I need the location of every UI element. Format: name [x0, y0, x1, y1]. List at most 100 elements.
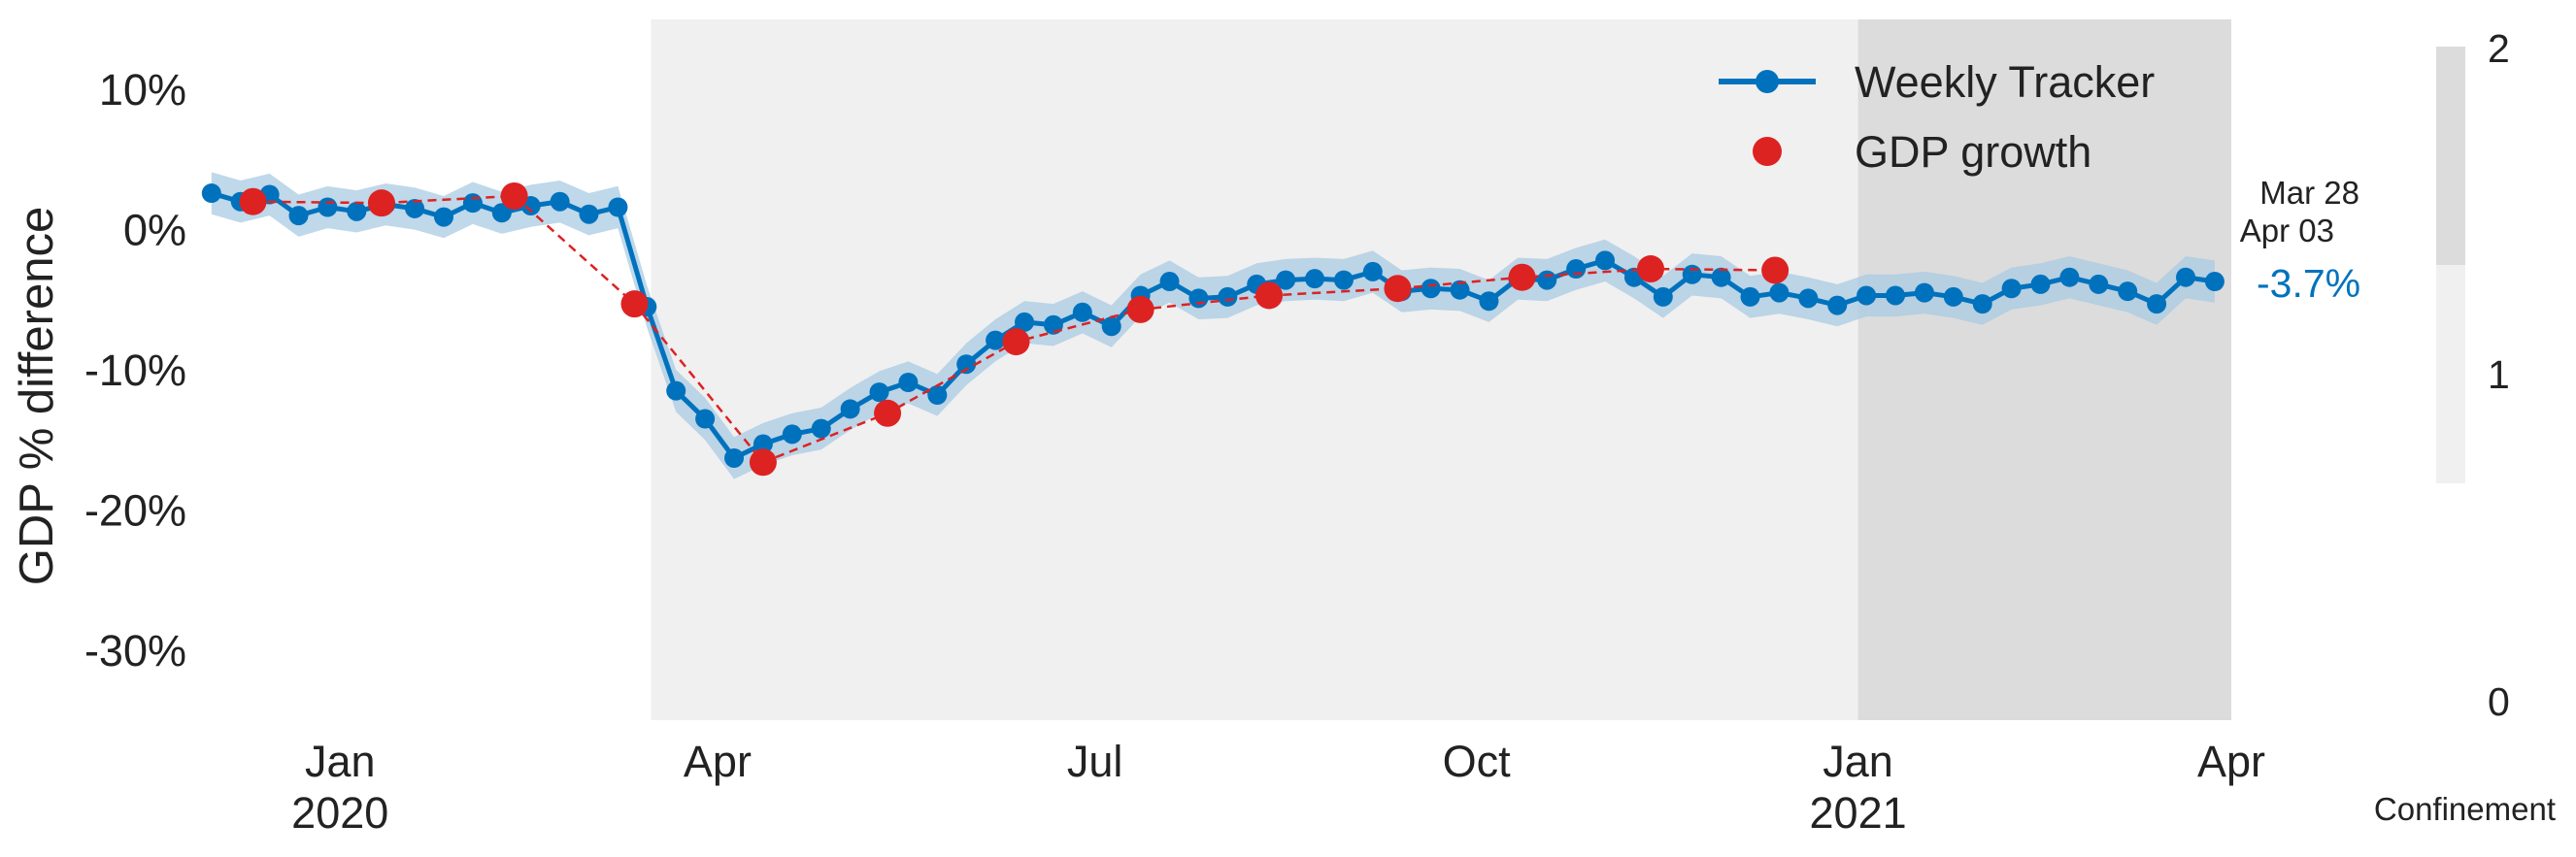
x-tick-year-5: 2021 [1810, 788, 1907, 838]
weekly-tracker-point-68 [2147, 294, 2167, 314]
gdp-growth-point-7 [1002, 328, 1030, 356]
colorbar-level-1 [2436, 265, 2465, 483]
confinement-region-2 [1857, 19, 2231, 720]
gdp-growth-point-3 [500, 181, 528, 210]
gdp-growth-series [239, 181, 1790, 477]
weekly-tracker-point-27 [956, 354, 977, 375]
gdp-growth-point-2 [367, 189, 395, 217]
weekly-tracker-point-5 [318, 197, 338, 217]
weekly-tracker-point-51 [1653, 286, 1673, 307]
weekly-tracker-line [211, 190, 2216, 461]
weekly-tracker-point-17 [666, 380, 686, 401]
legend-gdp-label: GDP growth [1855, 127, 2091, 177]
weekly-tracker-point-53 [1711, 267, 1731, 287]
gdp-growth-point-13 [1761, 256, 1790, 284]
y-tick-label-2: 0% [123, 206, 186, 255]
legend-gdp-marker [1753, 137, 1782, 166]
y-axis-label: GDP % difference [11, 207, 63, 585]
weekly-tracker-point-55 [1769, 282, 1790, 303]
legend-weekly-label: Weekly Tracker [1855, 57, 2155, 107]
y-tick-label-1: 10% [99, 65, 186, 115]
weekly-tracker-point-54 [1740, 286, 1760, 307]
colorbar-label: Confinement [2374, 791, 2556, 827]
gdp-growth-point-11 [1508, 263, 1536, 291]
weekly-tracker-point-60 [1914, 282, 1934, 303]
weekly-tracker-point-62 [1972, 294, 1992, 314]
weekly-tracker-point-63 [2001, 279, 2022, 299]
weekly-tracker-point-30 [1043, 314, 1063, 335]
weekly-tracker-point-23 [840, 399, 860, 419]
weekly-tracker-point-29 [1015, 312, 1035, 332]
weekly-tracker-point-22 [811, 418, 831, 439]
gdp-growth-point-5 [749, 448, 777, 477]
annotation-date-bottom: Apr 03 [2240, 213, 2334, 248]
gdp-growth-point-9 [1255, 281, 1284, 310]
weekly-tracker-point-39 [1305, 269, 1325, 289]
gdp-growth-point-8 [1126, 295, 1154, 323]
x-tick-label-4: Oct [1443, 737, 1512, 786]
weekly-tracker-point-32 [1101, 316, 1121, 337]
weekly-tracker-point-20 [753, 434, 773, 454]
y-axis-ticks: 10% 0% -10% -20% -30% [84, 65, 186, 676]
weekly-tracker-point-38 [1276, 270, 1296, 290]
x-tick-label-3: Jul [1067, 737, 1123, 786]
weekly-tracker-point-15 [608, 197, 628, 217]
weekly-tracker-point-19 [724, 447, 745, 468]
last-value-label: -3.7% [2257, 261, 2360, 306]
colorbar-tick-0: 0 [2488, 679, 2510, 724]
weekly-tracker-point-47 [1537, 270, 1557, 290]
weekly-tracker-point-9 [434, 207, 454, 227]
gdp-growth-point-6 [874, 399, 902, 427]
weekly-tracker-point-66 [2089, 274, 2109, 294]
weekly-tracker-point-45 [1479, 291, 1499, 312]
weekly-tracker-point-67 [2118, 281, 2138, 302]
weekly-tracker-point-25 [898, 372, 919, 392]
weekly-tracker-point-56 [1798, 288, 1819, 309]
weekly-tracker-point-69 [2176, 267, 2196, 287]
colorbar-level-2 [2436, 47, 2465, 265]
weekly-tracker-point-21 [782, 424, 802, 445]
weekly-tracker-point-58 [1857, 285, 1877, 306]
colorbar-tick-2: 2 [2488, 26, 2510, 71]
weekly-tracker-point-28 [986, 330, 1006, 350]
weekly-tracker-point-61 [1943, 286, 1963, 307]
gdp-growth-point-12 [1637, 255, 1664, 283]
weekly-tracker-point-57 [1827, 295, 1848, 315]
weekly-tracker-point-36 [1218, 286, 1238, 307]
y-tick-label-4: -20% [84, 485, 186, 535]
y-tick-label-3: -10% [84, 346, 186, 395]
weekly-tracker-point-49 [1595, 250, 1616, 271]
weekly-tracker-series [201, 183, 2225, 468]
weekly-tracker-point-65 [2059, 267, 2080, 287]
weekly-tracker-point-11 [491, 203, 512, 223]
legend: Weekly Tracker GDP growth [1719, 57, 2155, 177]
x-tick-year-1: 2020 [291, 788, 388, 838]
weekly-tracker-point-26 [927, 384, 948, 405]
weekly-tracker-point-40 [1333, 270, 1354, 290]
weekly-tracker-point-43 [1421, 279, 1441, 299]
weekly-tracker-point-14 [579, 204, 599, 224]
weekly-tracker-point-64 [2030, 274, 2051, 294]
gdp-growth-point-1 [239, 187, 267, 215]
weekly-tracker-point-31 [1072, 302, 1092, 322]
legend-weekly-marker [1756, 70, 1779, 93]
weekly-tracker-point-10 [462, 193, 483, 214]
x-tick-label-5: Jan [1823, 737, 1893, 786]
gdp-growth-point-4 [620, 290, 649, 318]
weekly-tracker-point-44 [1450, 280, 1470, 300]
weekly-tracker-point-8 [405, 198, 425, 218]
x-tick-label-1: Jan [305, 737, 376, 786]
annotation-date-top: Mar 28 [2259, 175, 2359, 211]
colorbar: 2 1 0 Confinement [2374, 26, 2556, 827]
x-tick-label-6: Apr [2197, 737, 2265, 786]
weekly-tracker-point-70 [2204, 272, 2225, 292]
colorbar-tick-1: 1 [2488, 352, 2510, 397]
weekly-tracker-point-59 [1886, 285, 1906, 306]
weekly-tracker-point-52 [1682, 264, 1702, 284]
weekly-tracker-point-18 [695, 409, 716, 429]
weekly-tracker-point-24 [869, 382, 889, 403]
weekly-tracker-point-35 [1188, 288, 1209, 309]
weekly-tracker-point-41 [1362, 261, 1383, 281]
